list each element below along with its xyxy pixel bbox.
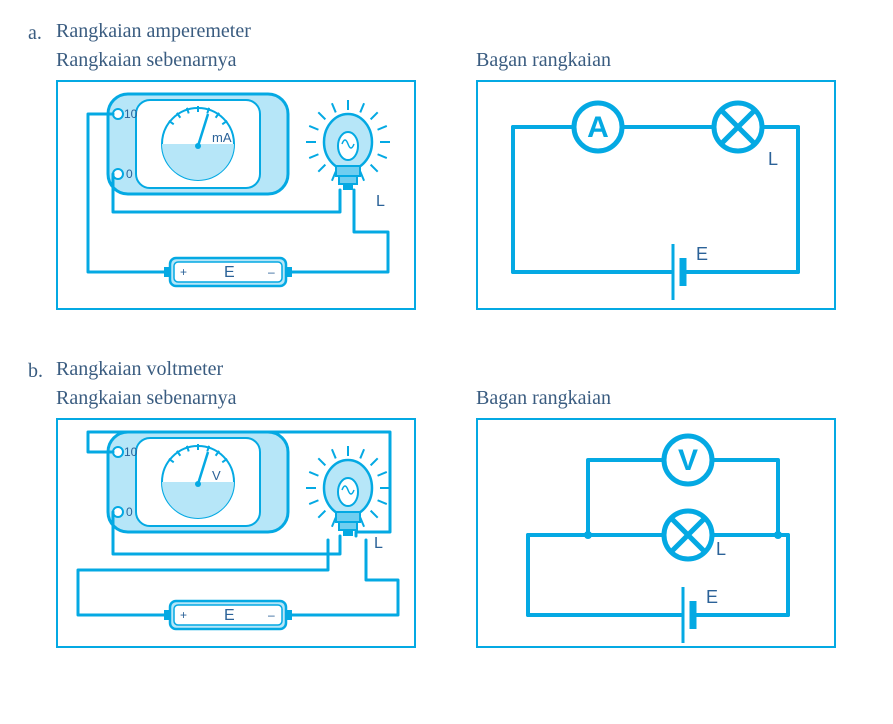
section-a-title: Rangkaian amperemeter bbox=[56, 20, 865, 43]
svg-text:0: 0 bbox=[126, 505, 133, 519]
svg-text:E: E bbox=[696, 244, 708, 264]
svg-text:E: E bbox=[224, 607, 235, 624]
ammeter-actual-circuit-svg: mA 10 0 L + – E bbox=[58, 82, 414, 308]
svg-text:A: A bbox=[587, 111, 609, 144]
svg-text:L: L bbox=[716, 539, 726, 559]
section-a-actual-label: Rangkaian sebenarnya bbox=[56, 49, 416, 72]
svg-text:10: 10 bbox=[124, 107, 138, 121]
ammeter-schematic-svg: A L E bbox=[478, 82, 834, 308]
svg-text:mA: mA bbox=[212, 130, 232, 145]
panel-a-diagram: A L E bbox=[476, 80, 836, 310]
panel-b-actual: V 10 0 L + – E bbox=[56, 418, 416, 648]
svg-text:L: L bbox=[376, 193, 385, 210]
svg-text:+: + bbox=[180, 265, 187, 279]
panel-a-actual: mA 10 0 L + – E bbox=[56, 80, 416, 310]
panel-b-diagram: V L E bbox=[476, 418, 836, 648]
section-a-letter: a. bbox=[28, 20, 56, 45]
svg-text:0: 0 bbox=[126, 167, 133, 181]
svg-text:–: – bbox=[268, 265, 275, 279]
section-b-actual-label: Rangkaian sebenarnya bbox=[56, 387, 416, 410]
svg-text:+: + bbox=[180, 608, 187, 622]
voltmeter-actual-circuit-svg: V 10 0 L + – E bbox=[58, 420, 414, 646]
section-b-title: Rangkaian voltmeter bbox=[56, 358, 865, 381]
svg-text:V: V bbox=[212, 468, 221, 483]
svg-text:E: E bbox=[224, 264, 235, 281]
voltmeter-schematic-svg: V L E bbox=[478, 420, 834, 646]
svg-text:L: L bbox=[768, 149, 778, 169]
section-b-letter: b. bbox=[28, 358, 56, 383]
svg-text:10: 10 bbox=[124, 445, 138, 459]
svg-text:L: L bbox=[374, 535, 383, 552]
svg-text:–: – bbox=[268, 608, 275, 622]
section-b-diagram-label: Bagan rangkaian bbox=[476, 387, 836, 410]
svg-text:V: V bbox=[678, 444, 698, 477]
svg-text:E: E bbox=[706, 587, 718, 607]
section-a-diagram-label: Bagan rangkaian bbox=[476, 49, 836, 72]
